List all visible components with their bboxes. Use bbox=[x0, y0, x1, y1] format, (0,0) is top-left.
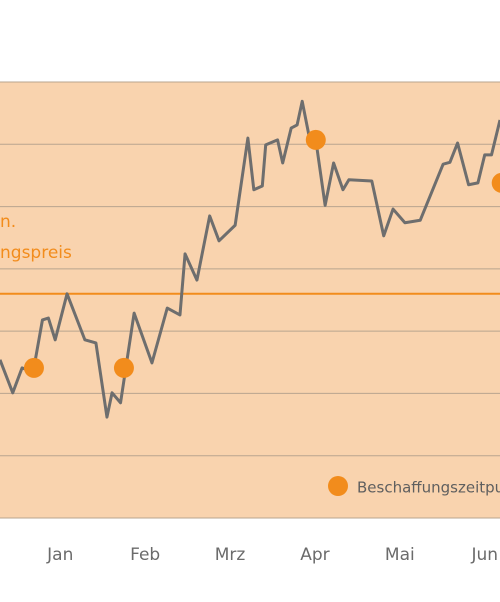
x-tick-label: Jun bbox=[470, 545, 498, 565]
procurement-point bbox=[491, 173, 500, 193]
reference-label: ngspreis bbox=[0, 243, 72, 263]
reference-label: n. bbox=[0, 212, 16, 232]
x-tick-label: Feb bbox=[130, 545, 160, 565]
procurement-point bbox=[305, 129, 326, 150]
price-line bbox=[0, 99, 500, 419]
procurement-point bbox=[113, 357, 134, 378]
x-tick-label: Jan bbox=[46, 545, 73, 565]
x-tick-label: Apr bbox=[300, 545, 329, 565]
procurement-point bbox=[23, 357, 44, 378]
x-tick-label: Mai bbox=[385, 545, 415, 565]
legend-label: Beschaffungszeitpunkt bbox=[357, 479, 500, 497]
x-tick-label: Mrz bbox=[215, 545, 246, 565]
legend-marker bbox=[328, 476, 348, 496]
